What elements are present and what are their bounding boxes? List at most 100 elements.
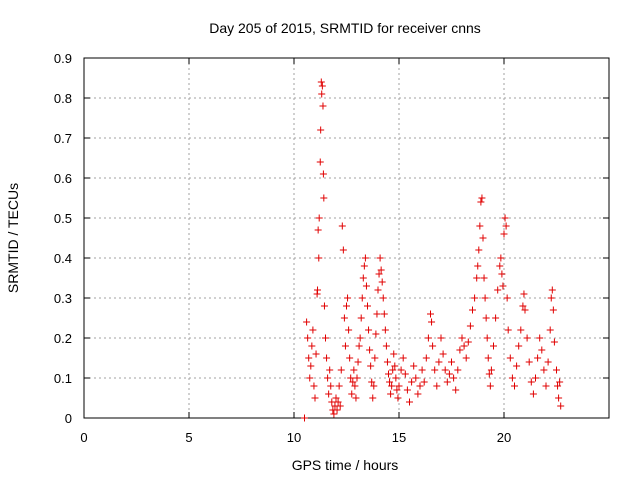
grid-lines	[84, 58, 609, 418]
data-point	[309, 326, 317, 334]
data-point	[378, 278, 386, 286]
data-point	[547, 294, 555, 302]
data-point	[520, 290, 528, 298]
data-point	[340, 314, 348, 322]
data-point	[452, 386, 460, 394]
data-point	[401, 370, 409, 378]
data-point	[483, 334, 491, 342]
data-point	[548, 286, 556, 294]
data-point	[375, 270, 383, 278]
data-point	[544, 358, 552, 366]
data-point	[327, 382, 335, 390]
data-point	[469, 306, 476, 314]
data-point	[523, 334, 531, 342]
data-point	[497, 254, 505, 262]
data-point	[356, 334, 364, 342]
y-tick-label: 0.1	[54, 371, 72, 386]
data-point	[416, 382, 424, 390]
data-point	[494, 286, 502, 294]
data-point	[485, 370, 493, 378]
data-point	[476, 222, 484, 230]
data-point	[387, 390, 395, 398]
data-point	[357, 314, 365, 322]
x-tick-label: 0	[80, 430, 87, 445]
data-point	[364, 302, 371, 310]
data-point	[517, 326, 525, 334]
data-point	[486, 382, 494, 390]
data-point	[462, 354, 470, 362]
data-point	[557, 402, 565, 410]
data-point	[351, 382, 359, 390]
data-point	[471, 294, 479, 302]
data-point	[445, 370, 453, 378]
data-point	[315, 214, 323, 222]
data-point	[324, 374, 332, 382]
data-point	[498, 270, 506, 278]
data-point	[466, 322, 474, 330]
data-point	[532, 374, 539, 382]
data-point	[318, 82, 326, 90]
data-point	[381, 326, 389, 334]
x-axis-label: GPS time / hours	[292, 457, 399, 473]
data-point	[515, 342, 523, 350]
data-point	[354, 358, 362, 366]
data-point	[335, 382, 343, 390]
x-tick-label: 5	[185, 430, 192, 445]
data-point	[369, 394, 377, 402]
data-point	[408, 378, 416, 386]
data-point	[311, 394, 319, 402]
data-point	[482, 314, 490, 322]
data-point	[358, 294, 366, 302]
data-point	[406, 398, 413, 406]
data-point	[525, 358, 533, 366]
data-point	[362, 282, 370, 290]
data-point	[316, 158, 324, 166]
data-point	[414, 390, 422, 398]
data-point	[304, 334, 312, 342]
data-point	[460, 342, 468, 350]
data-point	[454, 366, 462, 374]
data-point	[367, 362, 375, 370]
data-point	[307, 362, 315, 370]
data-point	[382, 342, 390, 350]
data-point	[506, 354, 514, 362]
chart-title: Day 205 of 2015, SRMTID for receiver cnn…	[209, 20, 481, 36]
data-point	[377, 266, 385, 274]
data-point	[325, 390, 333, 398]
data-point	[475, 246, 483, 254]
data-point	[308, 342, 316, 350]
data-point	[540, 366, 548, 374]
data-point	[499, 282, 507, 290]
data-point	[496, 262, 504, 270]
data-point	[366, 346, 374, 354]
data-point	[503, 294, 511, 302]
data-point	[399, 354, 407, 362]
data-point	[422, 354, 430, 362]
data-point	[319, 170, 327, 178]
data-point	[473, 274, 481, 282]
data-point	[392, 374, 400, 382]
data-point	[365, 326, 373, 334]
data-point	[337, 366, 345, 374]
data-point	[435, 358, 443, 366]
data-point	[373, 310, 381, 318]
data-point	[403, 386, 411, 394]
y-tick-label: 0.8	[54, 91, 72, 106]
data-point	[380, 310, 388, 318]
data-point	[301, 414, 308, 422]
data-point	[355, 342, 363, 350]
data-point	[343, 302, 350, 310]
data-point	[456, 346, 464, 354]
x-tick-labels: 0 5 10 15 20	[80, 430, 511, 445]
data-point	[481, 294, 489, 302]
data-point	[320, 194, 328, 202]
data-point	[317, 126, 325, 134]
data-point	[318, 90, 326, 98]
y-tick-label: 0	[65, 411, 72, 426]
data-point	[330, 410, 338, 418]
data-point	[376, 254, 384, 262]
data-point	[441, 366, 449, 374]
x-tick-label: 20	[497, 430, 511, 445]
data-point	[550, 338, 558, 346]
